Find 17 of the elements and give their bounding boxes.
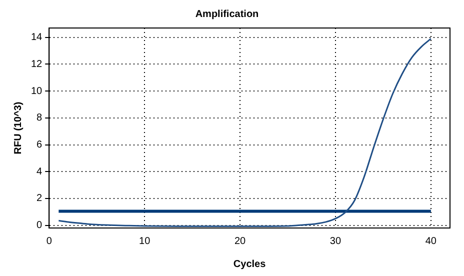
line-series bbox=[58, 38, 432, 228]
x-tick-label: 40 bbox=[425, 236, 437, 247]
y-tick-label: 8 bbox=[36, 112, 43, 124]
y-tick-label: 6 bbox=[36, 140, 43, 151]
y-axis-title: RFU (10^3) bbox=[12, 102, 24, 154]
y-tick-label: 2 bbox=[36, 193, 43, 204]
y-tick-label: 4 bbox=[36, 166, 43, 178]
x-tick-label: 0 bbox=[46, 236, 52, 247]
x-tick-label: 30 bbox=[330, 236, 342, 247]
y-tick-label: 0 bbox=[36, 220, 43, 232]
x-tick-label: 10 bbox=[139, 236, 151, 247]
y-tick-label: 12 bbox=[31, 58, 43, 70]
x-tick-label: 20 bbox=[234, 236, 246, 247]
y-tick-label: 10 bbox=[31, 86, 43, 97]
y-tick-label: 14 bbox=[31, 32, 43, 44]
x-axis-title: Cycles bbox=[233, 258, 266, 270]
chart-title: Amplification bbox=[195, 8, 259, 20]
